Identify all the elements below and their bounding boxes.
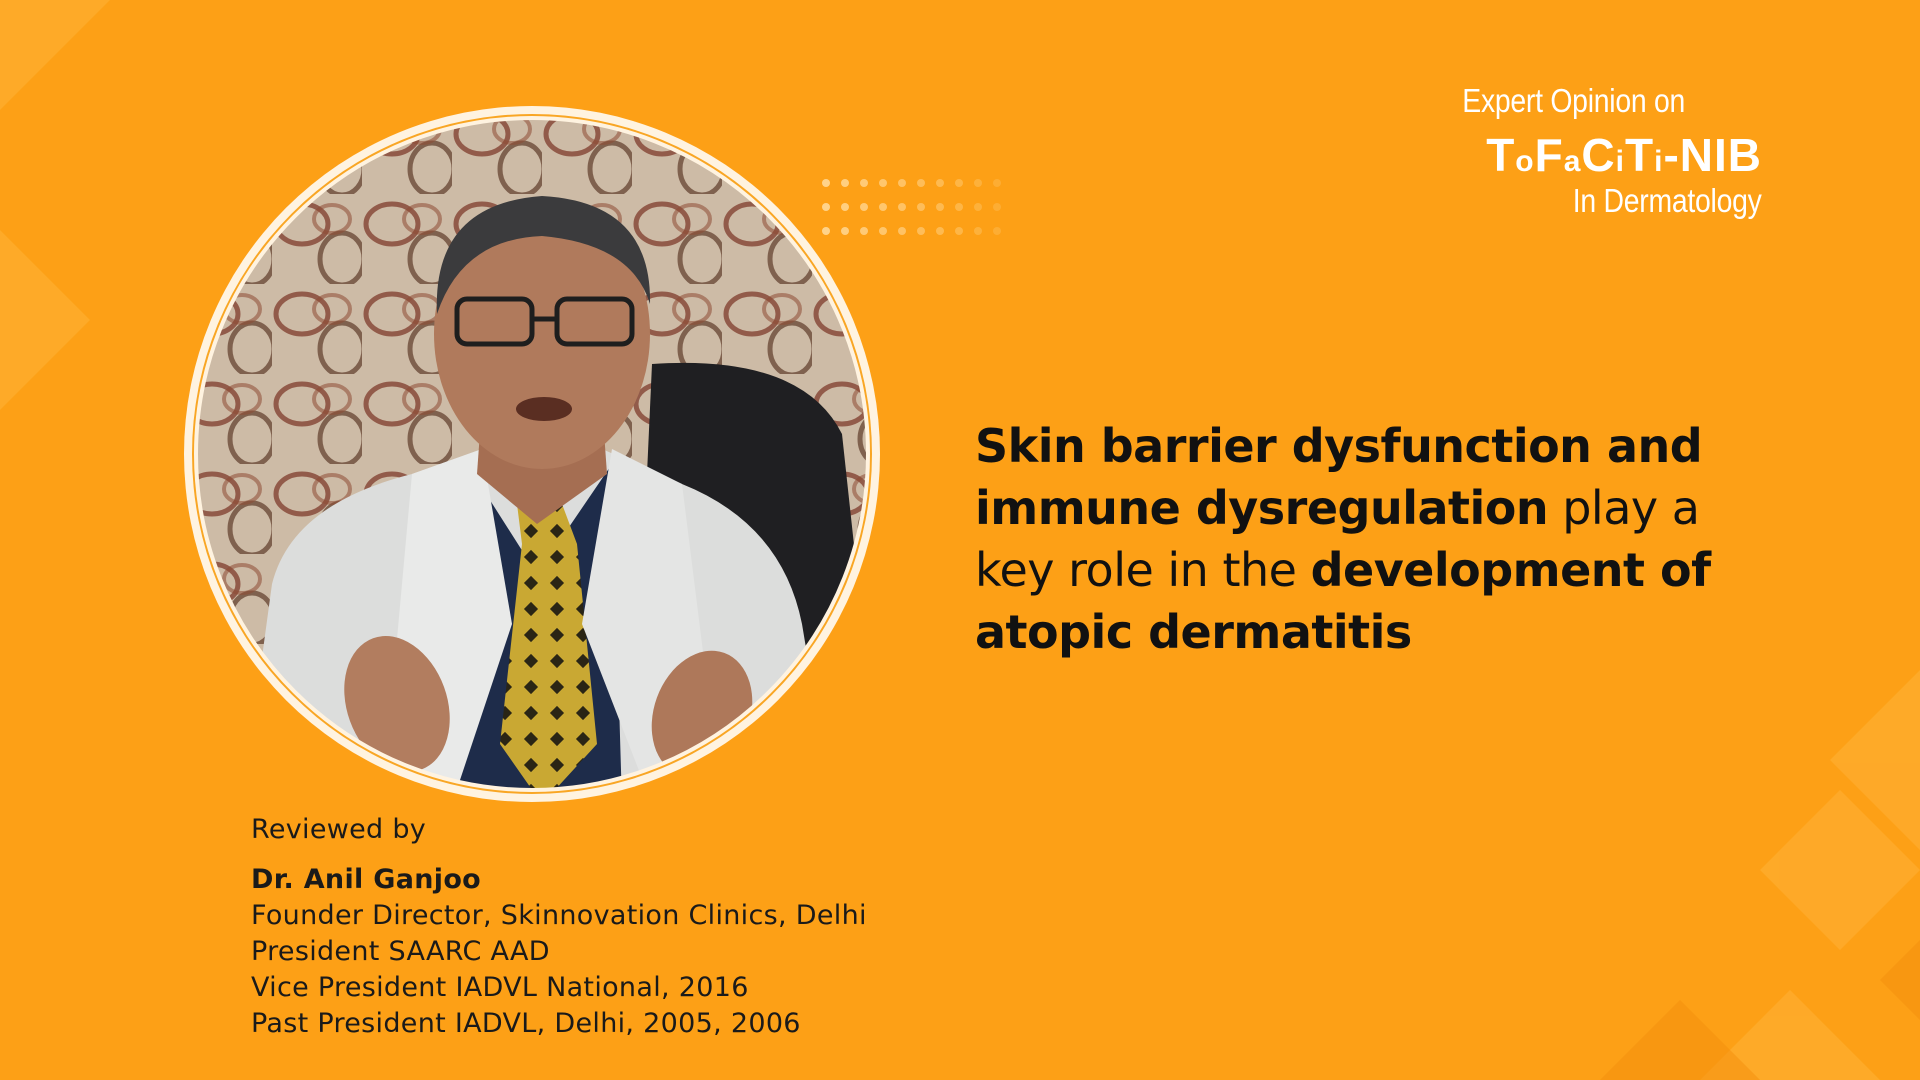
brand-tagline: In Dermatology [1573,182,1762,219]
logo-letter: T [1486,129,1516,181]
decorative-dot [898,227,906,235]
decorative-dot [841,203,849,211]
reviewer-info: Reviewed by Dr. Anil Ganjoo Founder Dire… [251,812,1011,1042]
decorative-dot [879,203,887,211]
decorative-dot [898,179,906,187]
decorative-dot [822,179,830,187]
decorative-dot [936,179,944,187]
decorative-dot [841,179,849,187]
decorative-dot [822,203,830,211]
dot-grid-decoration [822,179,1001,235]
logo-letter: a [1563,145,1582,178]
logo-letter: T [1625,129,1655,181]
decorative-dot [974,203,982,211]
logo-letter: F [1534,129,1564,181]
logo-letter: i [1615,145,1625,178]
decorative-dot [993,203,1001,211]
logo-letter: i [1654,145,1664,178]
decorative-dot [822,227,830,235]
decorative-dot [955,179,963,187]
decorative-dot [841,227,849,235]
decorative-dot [955,203,963,211]
decorative-dot [860,179,868,187]
decorative-dot [860,203,868,211]
decorative-dot [879,227,887,235]
decorative-dot [936,203,944,211]
decorative-dot [993,227,1001,235]
reviewer-title: Vice President IADVL National, 2016 [251,972,749,1003]
reviewer-name: Dr. Anil Ganjoo [251,864,482,895]
headline-bold-1: Skin barrier dysfunction and immune dysr… [975,419,1703,535]
headline-statement: Skin barrier dysfunction and immune dysr… [975,415,1775,663]
logo-letter: o [1515,145,1535,178]
doctor-portrait-image [184,106,880,802]
decorative-dot [860,227,868,235]
decorative-dot [936,227,944,235]
logo-letter: C [1581,129,1616,181]
decorative-dot [993,179,1001,187]
decorative-dot [974,179,982,187]
decorative-dot [955,227,963,235]
brand-eyebrow: Expert Opinion on [1462,82,1685,119]
brand-header: Expert Opinion on ToFaCiTi-NIB In Dermat… [1400,82,1840,232]
headline-bold-2: development of atopic dermatitis [975,543,1711,659]
decorative-dot [917,179,925,187]
decorative-dot [879,179,887,187]
reviewer-title: President SAARC AAD [251,936,550,967]
headline-regular: play a key role in the [975,481,1700,597]
logo-suffix: -NIB [1663,129,1762,181]
decorative-dot [917,203,925,211]
decorative-dot [898,203,906,211]
reviewer-title: Founder Director, Skinnovation Clinics, … [251,900,867,931]
reviewer-label: Reviewed by [251,814,427,845]
brand-logo: ToFaCiTi-NIB [1486,128,1762,182]
reviewer-title: Past President IADVL, Delhi, 2005, 2006 [251,1008,801,1039]
decorative-dot [974,227,982,235]
decorative-dot [917,227,925,235]
